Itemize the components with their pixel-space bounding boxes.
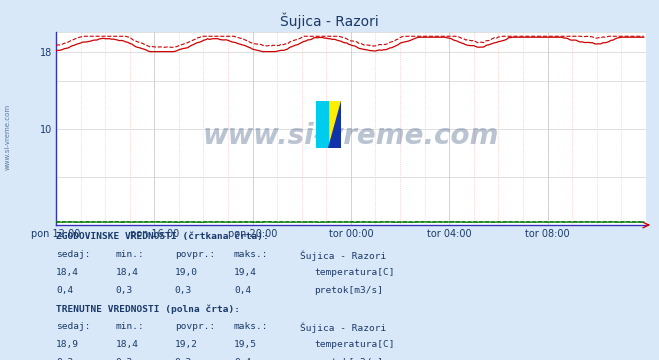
Text: 0,3: 0,3 <box>115 286 132 295</box>
Text: ZGODOVINSKE VREDNOSTI (črtkana črta):: ZGODOVINSKE VREDNOSTI (črtkana črta): <box>56 232 269 241</box>
Text: sedaj:: sedaj: <box>56 322 90 331</box>
Text: 18,4: 18,4 <box>56 268 79 277</box>
Text: 19,4: 19,4 <box>234 268 257 277</box>
Text: www.si-vreme.com: www.si-vreme.com <box>203 122 499 150</box>
Text: maks.:: maks.: <box>234 322 268 331</box>
Text: min.:: min.: <box>115 322 144 331</box>
Polygon shape <box>316 101 328 148</box>
Text: 19,5: 19,5 <box>234 340 257 349</box>
Text: Šujica - Razori: Šujica - Razori <box>280 13 379 29</box>
Text: Šujica - Razori: Šujica - Razori <box>300 322 386 333</box>
Text: Šujica - Razori: Šujica - Razori <box>300 250 386 261</box>
Text: temperatura[C]: temperatura[C] <box>314 268 395 277</box>
Text: 0,3: 0,3 <box>175 358 192 360</box>
Text: TRENUTNE VREDNOSTI (polna črta):: TRENUTNE VREDNOSTI (polna črta): <box>56 304 240 314</box>
Text: maks.:: maks.: <box>234 250 268 259</box>
Text: 0,3: 0,3 <box>115 358 132 360</box>
Text: www.si-vreme.com: www.si-vreme.com <box>5 104 11 170</box>
Bar <box>328 101 341 148</box>
Text: min.:: min.: <box>115 250 144 259</box>
Text: 0,3: 0,3 <box>175 286 192 295</box>
Text: povpr.:: povpr.: <box>175 250 215 259</box>
Polygon shape <box>328 101 341 148</box>
Text: 18,9: 18,9 <box>56 340 79 349</box>
Text: 18,4: 18,4 <box>115 268 138 277</box>
Text: sedaj:: sedaj: <box>56 250 90 259</box>
Text: 19,2: 19,2 <box>175 340 198 349</box>
Text: 0,3: 0,3 <box>56 358 73 360</box>
Text: 18,4: 18,4 <box>115 340 138 349</box>
Text: 19,0: 19,0 <box>175 268 198 277</box>
Text: povpr.:: povpr.: <box>175 322 215 331</box>
Text: pretok[m3/s]: pretok[m3/s] <box>314 286 384 295</box>
Text: 0,4: 0,4 <box>56 286 73 295</box>
Text: pretok[m3/s]: pretok[m3/s] <box>314 358 384 360</box>
Bar <box>316 101 328 148</box>
Text: temperatura[C]: temperatura[C] <box>314 340 395 349</box>
Text: 0,4: 0,4 <box>234 286 251 295</box>
Text: 0,4: 0,4 <box>234 358 251 360</box>
